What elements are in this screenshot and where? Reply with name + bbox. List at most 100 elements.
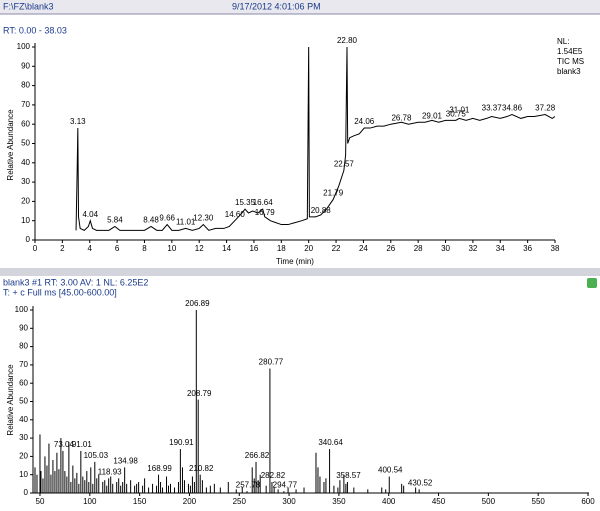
x-tick-label: 16 bbox=[249, 244, 258, 253]
peak-label: 5.84 bbox=[107, 216, 123, 225]
x-tick-label: 200 bbox=[183, 497, 197, 506]
file-path: F:\FZ\blank3 bbox=[3, 1, 54, 11]
x-tick-label: 50 bbox=[36, 497, 45, 506]
x-axis-title: Time (min) bbox=[276, 257, 314, 266]
peak-label: 30.75 bbox=[446, 109, 467, 118]
x-tick-label: 500 bbox=[482, 497, 496, 506]
y-tick-label: 70 bbox=[21, 100, 30, 109]
x-tick-label: 400 bbox=[382, 497, 396, 506]
peak-label: 37.28 bbox=[535, 104, 556, 113]
x-tick-label: 32 bbox=[468, 244, 477, 253]
normalization-info: 1.54E5 bbox=[557, 47, 583, 56]
x-tick-label: 600 bbox=[581, 497, 595, 506]
x-tick-label: 550 bbox=[532, 497, 546, 506]
x-tick-label: 8 bbox=[142, 244, 147, 253]
pin-icon[interactable] bbox=[587, 278, 597, 288]
x-tick-label: 20 bbox=[304, 244, 313, 253]
y-tick-label: 80 bbox=[19, 342, 28, 351]
y-tick-label: 90 bbox=[19, 323, 28, 332]
x-tick-label: 350 bbox=[332, 497, 346, 506]
peak-label: 16.79 bbox=[255, 208, 276, 217]
peak-label: 14.60 bbox=[225, 210, 246, 219]
y-tick-label: 50 bbox=[19, 397, 28, 406]
y-tick-label: 10 bbox=[21, 216, 30, 225]
peak-label: 16.64 bbox=[253, 198, 274, 207]
peak-label: 168.99 bbox=[147, 464, 172, 473]
scan-filter: T: + c Full ms [45.00-600.00] bbox=[3, 287, 117, 297]
x-tick-label: 34 bbox=[496, 244, 505, 253]
x-tick-label: 38 bbox=[551, 244, 560, 253]
y-tick-label: 30 bbox=[21, 177, 30, 186]
acquisition-date: 9/17/2012 4:01:06 PM bbox=[232, 1, 321, 11]
y-tick-label: 10 bbox=[19, 470, 28, 479]
normalization-info: TIC MS bbox=[557, 57, 584, 66]
x-tick-label: 24 bbox=[359, 244, 368, 253]
x-tick-label: 28 bbox=[414, 244, 423, 253]
x-tick-label: 100 bbox=[83, 497, 97, 506]
y-tick-label: 80 bbox=[21, 81, 30, 90]
peak-label: 12.30 bbox=[193, 214, 214, 223]
y-tick-label: 0 bbox=[26, 235, 31, 244]
peak-label: 282.82 bbox=[261, 471, 286, 480]
peak-label: 206.89 bbox=[185, 299, 210, 308]
y-tick-label: 60 bbox=[21, 119, 30, 128]
x-tick-label: 14 bbox=[222, 244, 231, 253]
peak-label: 22.80 bbox=[337, 36, 358, 45]
peak-label: 8.48 bbox=[143, 216, 159, 225]
peak-label: 15.35 bbox=[235, 198, 256, 207]
peak-label: 33.37 bbox=[482, 104, 503, 113]
x-tick-label: 12 bbox=[195, 244, 204, 253]
spectrum-header bbox=[0, 276, 600, 298]
x-tick-label: 450 bbox=[432, 497, 446, 506]
peak-label: 21.79 bbox=[323, 189, 344, 198]
x-tick-label: 250 bbox=[233, 497, 247, 506]
tic-trace bbox=[75, 46, 556, 231]
y-tick-label: 50 bbox=[21, 139, 30, 148]
x-tick-label: 6 bbox=[115, 244, 120, 253]
peak-label: 22.57 bbox=[334, 160, 355, 169]
splitter[interactable] bbox=[0, 268, 600, 276]
peak-label: 358.57 bbox=[336, 471, 361, 480]
x-tick-label: 26 bbox=[386, 244, 395, 253]
y-tick-label: 40 bbox=[21, 158, 30, 167]
peak-label: 4.04 bbox=[82, 210, 98, 219]
x-tick-label: 30 bbox=[441, 244, 450, 253]
x-tick-label: 4 bbox=[88, 244, 93, 253]
peak-label: 340.64 bbox=[318, 438, 343, 447]
y-axis-title: Relative Abundance bbox=[6, 364, 15, 436]
peak-label: 31.01 bbox=[449, 106, 470, 115]
peak-label: 266.82 bbox=[245, 451, 270, 460]
x-tick-label: 22 bbox=[332, 244, 341, 253]
rt-range: RT: 0.00 - 38.03 bbox=[3, 25, 67, 35]
peak-label: 430.52 bbox=[408, 478, 433, 487]
peak-label: 11.01 bbox=[176, 218, 196, 227]
y-tick-label: 100 bbox=[15, 305, 29, 314]
peak-label: 34.86 bbox=[502, 104, 523, 113]
peak-label: 400.54 bbox=[378, 466, 403, 475]
peak-label: 91.01 bbox=[72, 440, 93, 449]
peak-label: 73.04 bbox=[54, 440, 75, 449]
y-tick-label: 60 bbox=[19, 378, 28, 387]
x-tick-label: 2 bbox=[60, 244, 65, 253]
y-tick-label: 20 bbox=[21, 197, 30, 206]
y-tick-label: 30 bbox=[19, 433, 28, 442]
x-tick-label: 18 bbox=[277, 244, 286, 253]
x-tick-label: 10 bbox=[167, 244, 176, 253]
x-tick-label: 300 bbox=[282, 497, 296, 506]
peak-label: 294.77 bbox=[273, 480, 298, 489]
y-axis-title: Relative Abundance bbox=[6, 109, 15, 181]
peak-label: 210.82 bbox=[189, 464, 214, 473]
y-tick-label: 90 bbox=[21, 61, 30, 70]
peak-label: 105.03 bbox=[84, 451, 109, 460]
x-tick-label: 36 bbox=[523, 244, 532, 253]
peak-label: 29.01 bbox=[422, 111, 443, 120]
y-tick-label: 0 bbox=[24, 488, 29, 497]
peak-label: 257.78 bbox=[236, 480, 261, 489]
y-tick-label: 100 bbox=[17, 42, 31, 51]
peak-label: 20.88 bbox=[311, 206, 332, 215]
y-tick-label: 40 bbox=[19, 415, 28, 424]
peak-label: 26.78 bbox=[391, 113, 412, 122]
peak-label: 3.13 bbox=[70, 117, 86, 126]
peak-label: 280.77 bbox=[259, 358, 284, 367]
